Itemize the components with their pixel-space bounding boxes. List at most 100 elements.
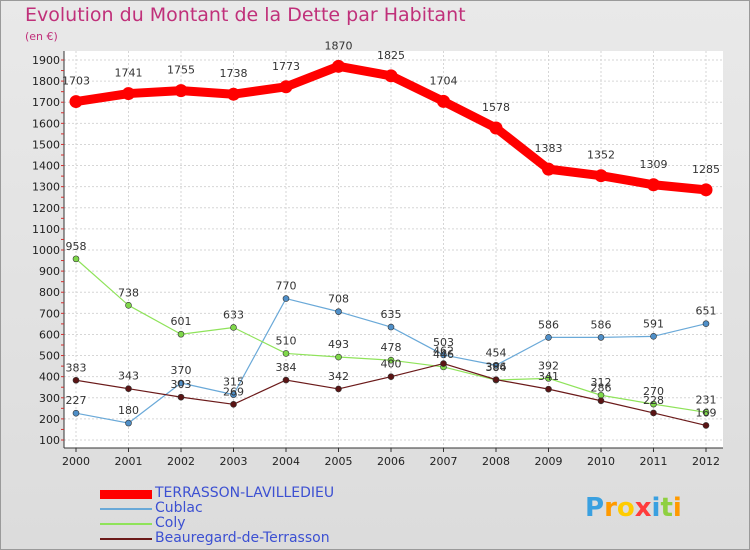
y-tick-label: 100 xyxy=(39,434,60,447)
y-tick-label: 1500 xyxy=(32,138,60,151)
y-tick-label: 300 xyxy=(39,392,60,405)
data-label: 478 xyxy=(381,341,402,354)
y-tick-label: 1700 xyxy=(32,96,60,109)
data-label: 586 xyxy=(538,318,559,331)
x-tick-label: 2007 xyxy=(430,455,458,468)
data-point xyxy=(492,361,500,369)
data-label: 601 xyxy=(171,315,192,328)
x-tick-label: 2012 xyxy=(692,455,720,468)
data-label: 286 xyxy=(591,382,612,395)
data-label: 1285 xyxy=(692,163,720,176)
data-label: 341 xyxy=(538,370,559,383)
data-label: 227 xyxy=(66,394,87,407)
data-point xyxy=(650,400,657,408)
data-point xyxy=(647,178,660,192)
data-label: 392 xyxy=(538,359,559,372)
chart-subtitle: (en €) xyxy=(25,30,58,43)
data-label: 1870 xyxy=(325,39,353,52)
proxiti-logo: Proxiti xyxy=(585,493,682,523)
legend-item: Beauregard-de-Terrasson xyxy=(100,530,400,547)
data-point xyxy=(177,393,185,401)
data-label: 400 xyxy=(381,358,402,371)
logo-letter: i xyxy=(672,493,682,523)
data-point xyxy=(230,391,237,398)
data-label: 384 xyxy=(486,361,507,374)
data-point xyxy=(125,302,132,309)
y-tick-label: 1100 xyxy=(32,223,60,236)
logo-letter: t xyxy=(660,493,673,523)
data-label: 651 xyxy=(696,305,717,318)
y-tick-label: 1300 xyxy=(32,181,60,194)
legend-swatch xyxy=(100,508,152,510)
x-tick-label: 2006 xyxy=(377,455,405,468)
data-point xyxy=(279,80,293,94)
data-point xyxy=(545,375,552,382)
legend-item: Coly xyxy=(100,515,400,532)
legend-item: Cublac xyxy=(100,500,400,517)
data-point xyxy=(542,162,555,176)
data-point xyxy=(702,422,710,429)
legend-swatch xyxy=(100,538,152,540)
x-tick-label: 2011 xyxy=(640,455,668,468)
y-tick-label: 1400 xyxy=(32,160,60,173)
data-label: 1755 xyxy=(167,64,195,77)
legend-swatch xyxy=(100,523,152,525)
data-label: 1383 xyxy=(535,142,563,155)
logo-letter: o xyxy=(616,493,635,523)
data-point xyxy=(489,121,503,135)
data-label: 1825 xyxy=(377,49,405,62)
y-tick-label: 1000 xyxy=(32,244,60,257)
data-label: 1738 xyxy=(220,67,248,80)
data-label: 370 xyxy=(171,364,192,377)
data-label: 586 xyxy=(591,318,612,331)
data-point xyxy=(440,360,447,367)
data-label: 384 xyxy=(276,361,297,374)
data-point xyxy=(387,356,395,364)
data-label: 312 xyxy=(591,376,612,389)
logo-letter: P xyxy=(585,493,605,523)
data-label: 180 xyxy=(118,404,139,417)
data-point xyxy=(230,401,237,408)
data-point xyxy=(387,373,395,380)
y-tick-label: 800 xyxy=(39,286,60,299)
data-point xyxy=(69,95,83,109)
data-label: 342 xyxy=(328,370,349,383)
y-tick-label: 500 xyxy=(39,350,60,363)
logo-letter: x xyxy=(634,493,652,523)
y-tick-label: 400 xyxy=(39,371,60,384)
y-tick-label: 1200 xyxy=(32,202,60,215)
data-label: 269 xyxy=(223,385,244,398)
x-tick-label: 2004 xyxy=(272,455,300,468)
data-label: 591 xyxy=(643,317,664,330)
x-tick-label: 2002 xyxy=(167,455,195,468)
data-point xyxy=(335,385,342,393)
x-tick-label: 2010 xyxy=(587,455,615,468)
data-label: 635 xyxy=(381,308,402,321)
data-label: 738 xyxy=(118,286,139,299)
y-tick-label: 900 xyxy=(39,265,60,278)
data-point xyxy=(230,324,237,331)
chart-title: Evolution du Montant de la Dette par Hab… xyxy=(25,4,466,26)
data-label: 231 xyxy=(696,393,717,406)
data-label: 270 xyxy=(643,385,664,398)
legend-swatch xyxy=(100,489,152,499)
legend-item: TERRASSON-LAVILLEDIEU xyxy=(100,485,400,502)
data-point xyxy=(125,419,132,427)
data-point xyxy=(545,334,552,341)
data-point xyxy=(594,169,608,183)
data-point xyxy=(125,385,132,393)
y-tick-label: 1900 xyxy=(32,54,60,67)
legend-label: TERRASSON-LAVILLEDIEU xyxy=(155,485,335,501)
logo-letter: r xyxy=(604,493,617,523)
data-point xyxy=(282,350,290,357)
logo-letter: i xyxy=(651,493,661,523)
data-label: 343 xyxy=(118,370,139,383)
data-point xyxy=(177,379,185,387)
x-tick-label: 2001 xyxy=(115,455,143,468)
data-label: 503 xyxy=(433,336,454,349)
data-point xyxy=(282,376,290,384)
x-tick-label: 2000 xyxy=(62,455,90,468)
data-label: 510 xyxy=(276,334,297,347)
data-point xyxy=(699,183,713,197)
